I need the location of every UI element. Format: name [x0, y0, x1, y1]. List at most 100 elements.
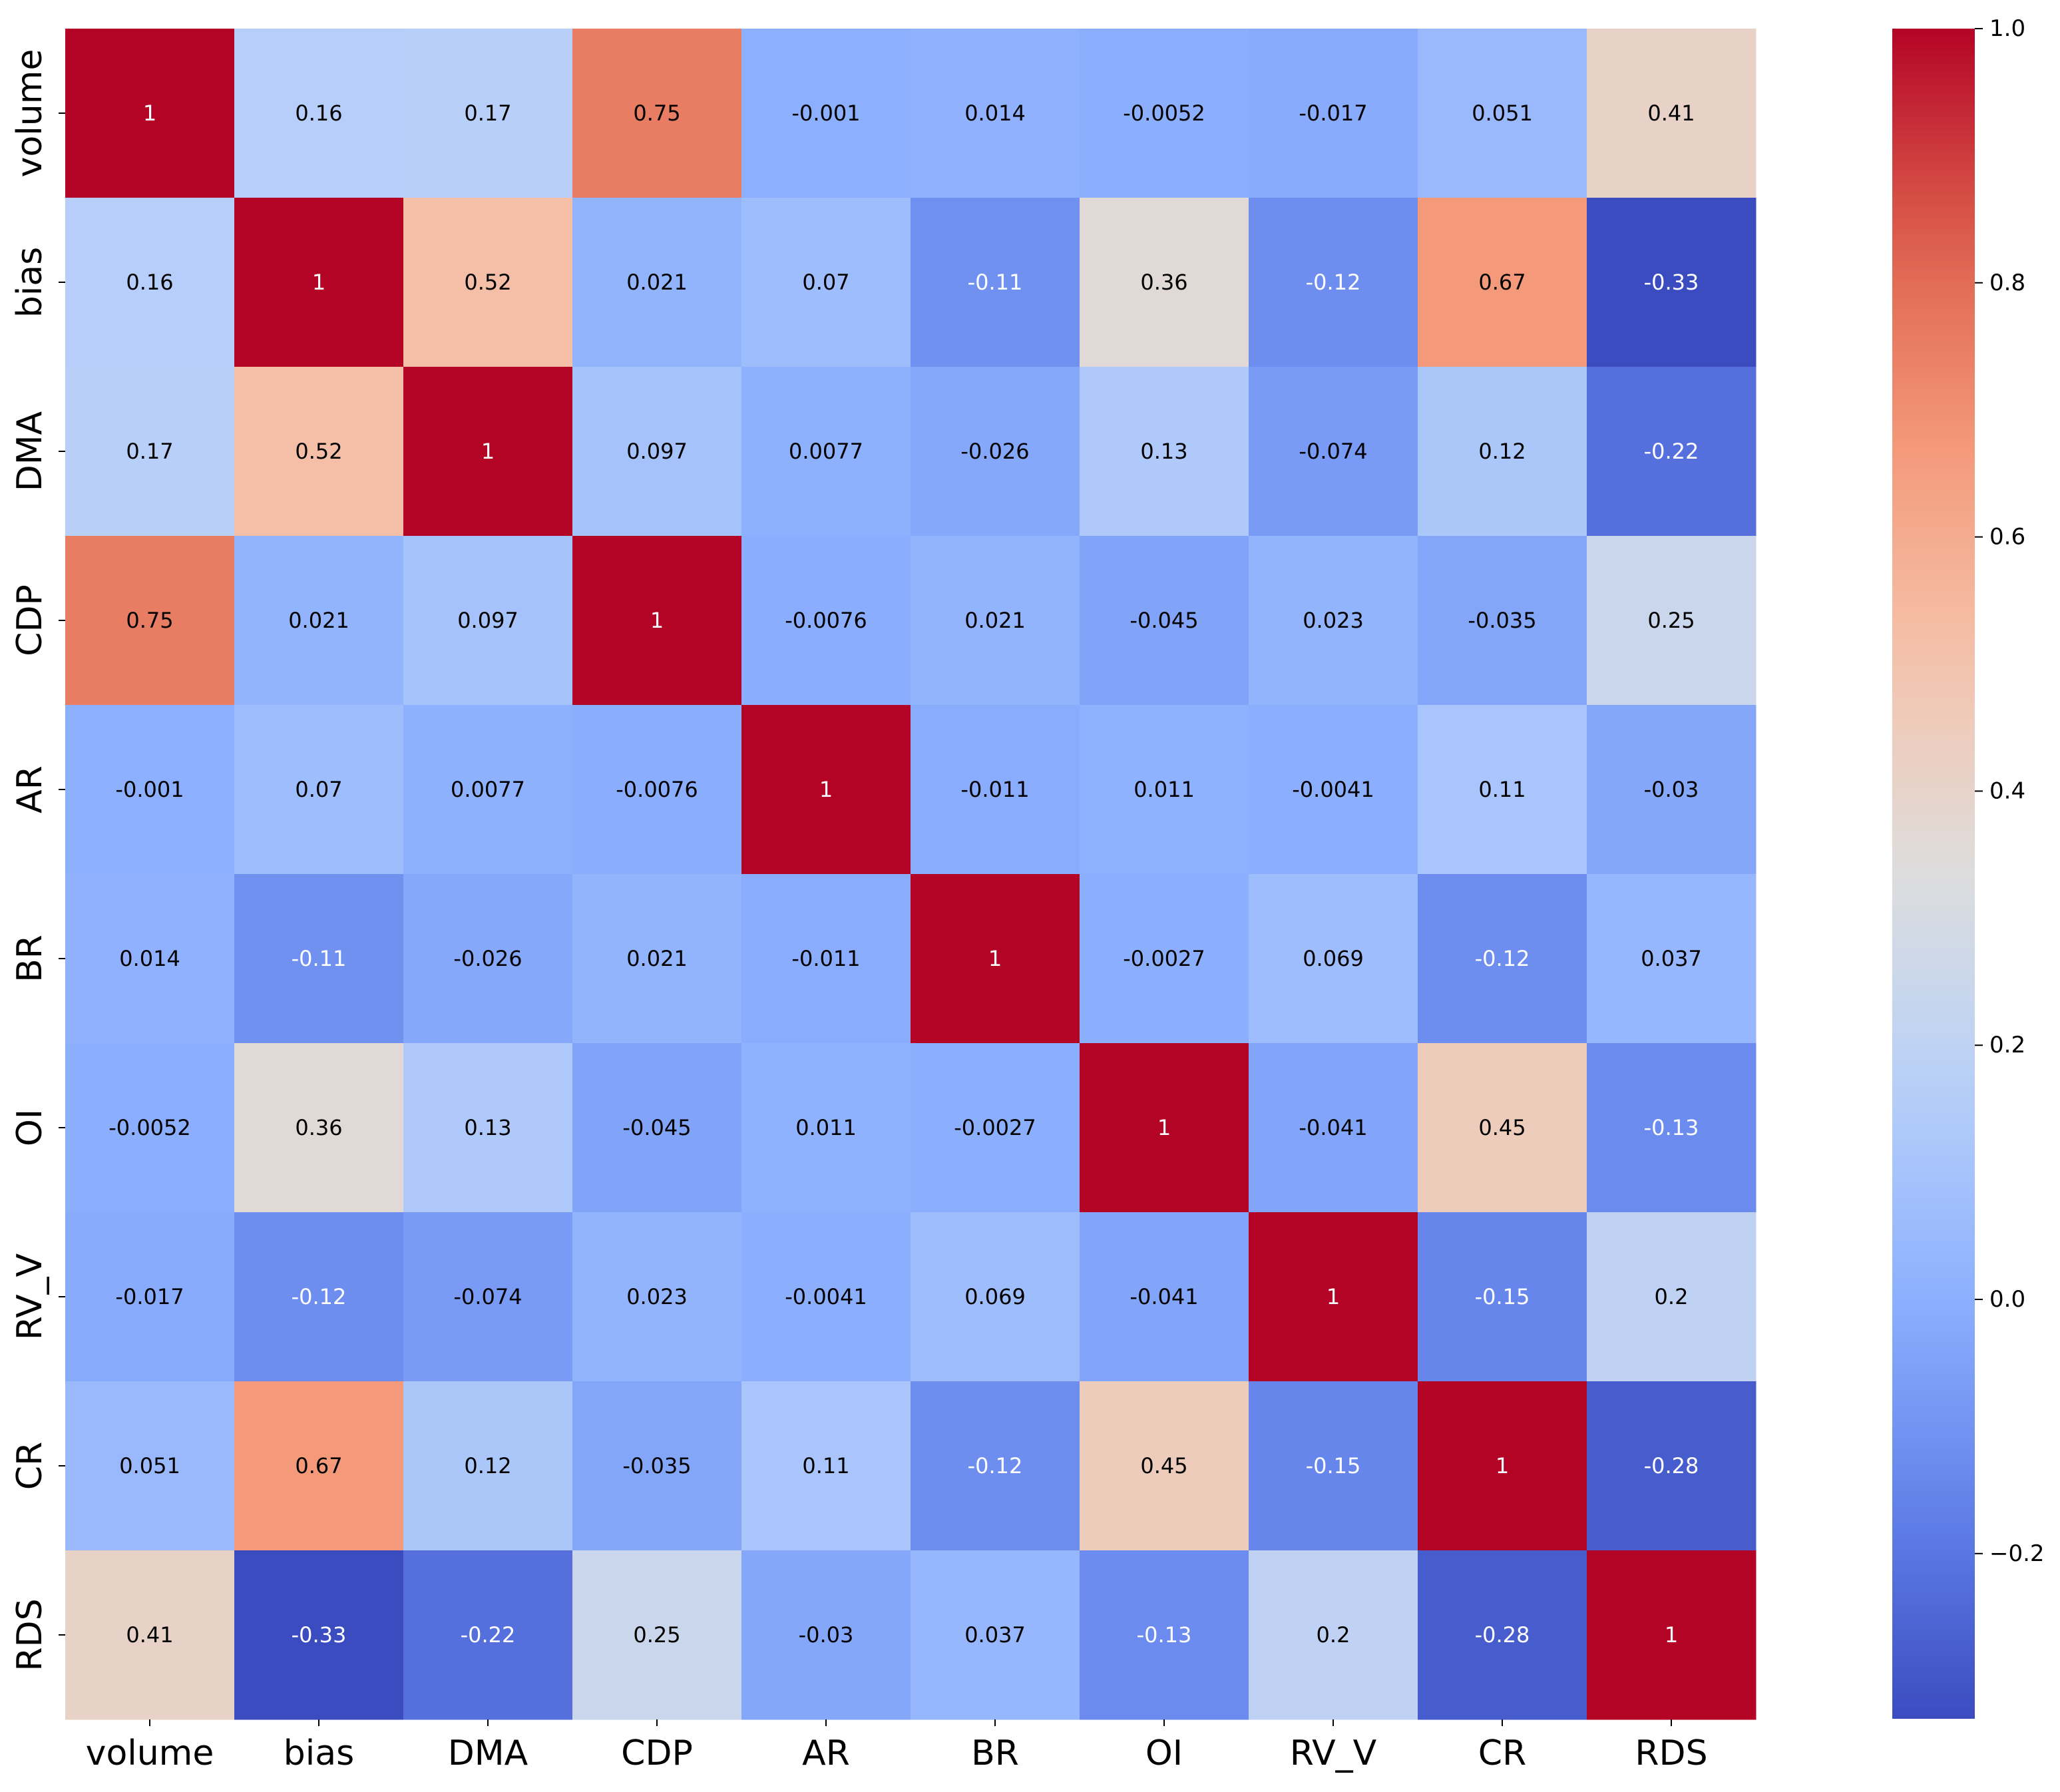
heatmap-cell-volume-RDS [1587, 29, 1756, 198]
cell-value-DMA-CR: 0.12 [1478, 439, 1526, 464]
heatmap-cell-CDP-CDP [572, 536, 742, 706]
cell-value-RV_V-OI: -0.041 [1130, 1284, 1198, 1309]
cell-value-DMA-RDS: -0.22 [1644, 439, 1699, 464]
heatmap-cell-DMA-volume [65, 367, 235, 537]
cell-value-RDS-CDP: 0.25 [633, 1622, 680, 1648]
cell-value-RV_V-BR: 0.069 [964, 1284, 1026, 1309]
heatmap-cell-OI-CR [1418, 1043, 1587, 1213]
heatmap-cell-CR-CDP [572, 1381, 742, 1551]
heatmap-cell-RDS-bias [234, 1550, 404, 1720]
heatmap-cell-RDS-AR [741, 1550, 911, 1720]
heatmap-cell-bias-bias [234, 198, 404, 367]
heatmap-values: 1 0.16 0.17 0.75 -0.001 0.014 -0.0052 -0.017 0.0… [108, 101, 1702, 1648]
heatmap-cell-RDS-BR [911, 1550, 1080, 1720]
x-tick-label-bias: bias [284, 1733, 354, 1773]
heatmap-cell-CDP-OI [1080, 536, 1249, 706]
heatmap-cell-AR-CR [1418, 705, 1587, 875]
heatmap-cell-CR-AR [741, 1381, 911, 1551]
heatmap-cell-BR-OI [1080, 874, 1249, 1044]
heatmap-cell-AR-AR [741, 705, 911, 875]
heatmap-cell-BR-CDP [572, 874, 742, 1044]
heatmap-cell-CR-BR [911, 1381, 1080, 1551]
y-tick-label-AR: AR [10, 766, 50, 813]
heatmap-cell-RDS-RV_V [1249, 1550, 1418, 1720]
heatmap-cell-OI-DMA [403, 1043, 573, 1213]
cell-value-bias-CDP: 0.021 [626, 270, 688, 295]
heatmap-cell-AR-OI [1080, 705, 1249, 875]
cell-value-bias-AR: 0.07 [802, 270, 849, 295]
colorbar-bar [1892, 29, 1975, 1719]
cell-value-CDP-BR: 0.021 [964, 608, 1026, 633]
heatmap-cell-BR-DMA [403, 874, 573, 1044]
cell-value-OI-CDP: -0.045 [622, 1115, 691, 1140]
heatmap-cell-volume-RV_V [1249, 29, 1418, 198]
cell-value-bias-bias: 1 [312, 270, 325, 295]
heatmap-cell-DMA-DMA [403, 367, 573, 537]
cell-value-volume-bias: 0.16 [295, 101, 342, 126]
x-tick-label-CDP: CDP [621, 1733, 693, 1773]
cell-value-RV_V-CDP: 0.023 [626, 1284, 688, 1309]
x-tick-label-OI: OI [1145, 1733, 1183, 1773]
cell-value-BR-DMA: -0.026 [453, 946, 522, 971]
cell-value-CR-OI: 0.45 [1140, 1453, 1187, 1478]
cell-value-CDP-AR: -0.0076 [785, 608, 867, 633]
cell-value-CDP-CR: -0.035 [1468, 608, 1536, 633]
cell-value-volume-BR: 0.014 [964, 101, 1026, 126]
cell-value-BR-AR: -0.011 [791, 946, 860, 971]
heatmap-cell-BR-BR [911, 874, 1080, 1044]
heatmap-cell-OI-OI [1080, 1043, 1249, 1213]
x-tick-label-BR: BR [971, 1733, 1019, 1773]
cell-value-AR-OI: 0.011 [1133, 777, 1195, 802]
cell-value-DMA-AR: 0.0077 [789, 439, 863, 464]
cell-value-BR-bias: -0.11 [292, 946, 347, 971]
heatmap-cell-CR-volume [65, 1381, 235, 1551]
colorbar-tick-label-3: 0.4 [1989, 778, 2025, 804]
cell-value-bias-BR: -0.11 [968, 270, 1023, 295]
cell-value-OI-AR: 0.011 [795, 1115, 857, 1140]
heatmap-cell-volume-AR [741, 29, 911, 198]
colorbar-tick-label-2: 0.6 [1989, 524, 2025, 551]
colorbar-tick-label-6: −0.2 [1989, 1540, 2045, 1567]
heatmap-cell-RV_V-BR [911, 1212, 1080, 1382]
cell-value-BR-volume: 0.014 [119, 946, 180, 971]
cell-value-CR-CDP: -0.035 [622, 1453, 691, 1478]
colorbar-tick-label-1: 0.8 [1989, 270, 2025, 296]
y-tick-label-CDP: CDP [10, 584, 50, 656]
heatmap-cell-AR-bias [234, 705, 404, 875]
cell-value-RV_V-DMA: -0.074 [453, 1284, 522, 1309]
heatmap-cell-DMA-BR [911, 367, 1080, 537]
heatmap-cell-bias-OI [1080, 198, 1249, 367]
cell-value-OI-bias: 0.36 [295, 1115, 342, 1140]
cell-value-RDS-BR: 0.037 [964, 1622, 1026, 1648]
heatmap-cell-DMA-RDS [1587, 367, 1756, 537]
heatmap-cell-RDS-DMA [403, 1550, 573, 1720]
heatmap-cell-bias-AR [741, 198, 911, 367]
heatmap-cell-RV_V-DMA [403, 1212, 573, 1382]
cell-value-CR-bias: 0.67 [295, 1453, 342, 1478]
cell-value-CR-RV_V: -0.15 [1306, 1453, 1361, 1478]
cell-value-CDP-DMA: 0.097 [457, 608, 518, 633]
heatmap-cell-CR-RDS [1587, 1381, 1756, 1551]
cell-value-OI-RV_V: -0.041 [1299, 1115, 1367, 1140]
heatmap-cell-bias-BR [911, 198, 1080, 367]
cell-value-RDS-OI: -0.13 [1137, 1622, 1192, 1648]
heatmap-cell-OI-BR [911, 1043, 1080, 1213]
cell-value-CR-AR: 0.11 [802, 1453, 849, 1478]
heatmap-cell-OI-AR [741, 1043, 911, 1213]
heatmap-cell-AR-CDP [572, 705, 742, 875]
heatmap-cell-DMA-AR [741, 367, 911, 537]
cell-value-CR-BR: -0.12 [968, 1453, 1023, 1478]
heatmap-cell-OI-volume [65, 1043, 235, 1213]
colorbar-ticks: 1.0 0.8 0.6 0.4 0.2 0.0 −0.2 [1975, 15, 2045, 1567]
cell-value-volume-OI: -0.0052 [1123, 101, 1205, 126]
heatmap-cell-RV_V-bias [234, 1212, 404, 1382]
heatmap-cell-volume-volume [65, 29, 235, 198]
cell-value-CDP-bias: 0.021 [288, 608, 349, 633]
x-tick-label-volume: volume [86, 1733, 214, 1773]
heatmap-cell-BR-bias [234, 874, 404, 1044]
cell-value-volume-volume: 1 [143, 101, 156, 126]
heatmap-cell-volume-CDP [572, 29, 742, 198]
heatmap-cell-volume-CR [1418, 29, 1587, 198]
heatmap-cell-volume-DMA [403, 29, 573, 198]
